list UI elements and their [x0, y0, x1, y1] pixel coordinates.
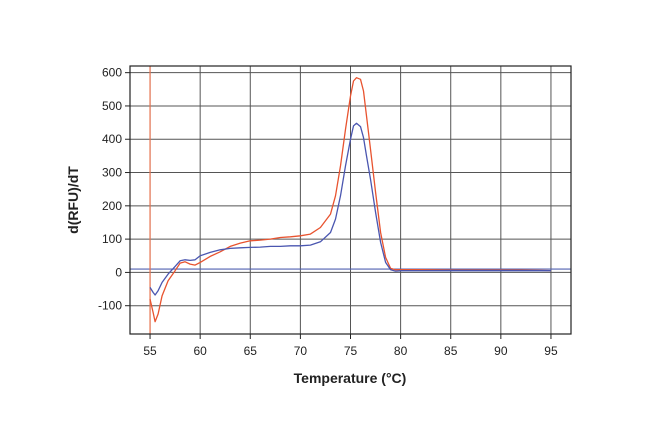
series-group [149, 77, 552, 323]
y-tick-label: 300 [102, 166, 122, 180]
x-axis-label: Temperature (°C) [294, 370, 407, 386]
x-tick-label: 65 [244, 344, 258, 358]
x-tick-label: 80 [394, 344, 408, 358]
y-tick-label: 200 [102, 199, 122, 213]
series-line-1 [149, 77, 552, 323]
series-line-2 [149, 122, 551, 296]
x-tick-label: 75 [344, 344, 358, 358]
y-tick-label: -100 [98, 299, 122, 313]
x-tick-label: 55 [143, 344, 157, 358]
x-tick-label: 60 [193, 344, 207, 358]
x-tick-label: 95 [544, 344, 558, 358]
x-tick-label: 85 [444, 344, 458, 358]
x-tick-label: 70 [294, 344, 308, 358]
y-tick-label: 0 [115, 265, 122, 279]
y-tick-label: 100 [102, 232, 122, 246]
y-tick-label: 600 [102, 66, 122, 80]
y-tick-label: 400 [102, 132, 122, 146]
y-axis-label: d(RFU)/dT [65, 166, 81, 234]
x-tick-label: 90 [494, 344, 508, 358]
axis-ticks: 55 60 65 70 75 80 85 90 95 -100 0 100 200 300 400 500 60… [98, 66, 558, 358]
y-tick-label: 500 [102, 99, 122, 113]
reference-lines [130, 66, 571, 334]
